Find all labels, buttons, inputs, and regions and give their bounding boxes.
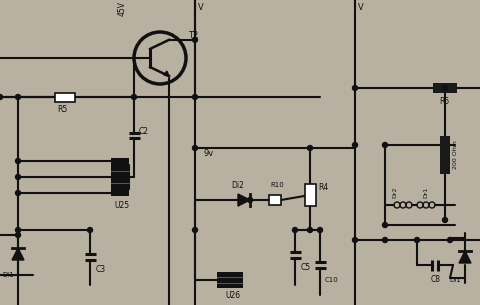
Circle shape — [443, 217, 447, 223]
Circle shape — [15, 159, 21, 163]
Text: Dr2: Dr2 — [392, 186, 397, 198]
Polygon shape — [238, 194, 250, 206]
Circle shape — [15, 191, 21, 196]
Bar — [433, 83, 457, 93]
Circle shape — [383, 142, 387, 148]
Text: V: V — [198, 3, 204, 13]
Circle shape — [192, 145, 197, 150]
Text: U26: U26 — [225, 292, 240, 300]
Polygon shape — [12, 248, 24, 260]
Polygon shape — [459, 251, 471, 263]
Text: R10: R10 — [270, 182, 284, 188]
Circle shape — [15, 174, 21, 180]
Bar — [304, 184, 315, 206]
Text: R4: R4 — [318, 182, 328, 192]
Circle shape — [15, 232, 21, 238]
Circle shape — [383, 223, 387, 228]
Circle shape — [415, 238, 420, 242]
Text: Di1: Di1 — [449, 277, 461, 283]
Text: 9v: 9v — [203, 149, 213, 157]
Circle shape — [15, 95, 21, 99]
Circle shape — [192, 228, 197, 232]
Text: C3: C3 — [96, 264, 106, 274]
Bar — [269, 195, 281, 205]
Text: V: V — [358, 3, 364, 13]
Text: T2: T2 — [188, 31, 198, 41]
Circle shape — [383, 238, 387, 242]
Text: C2: C2 — [139, 127, 149, 137]
Circle shape — [317, 228, 323, 232]
Text: Di1: Di1 — [2, 272, 14, 278]
Circle shape — [292, 228, 298, 232]
Bar — [55, 92, 75, 102]
Bar — [440, 136, 450, 174]
Circle shape — [352, 85, 358, 91]
Text: C8: C8 — [431, 275, 441, 285]
Text: U25: U25 — [114, 200, 129, 210]
Text: C5: C5 — [301, 263, 311, 271]
Polygon shape — [164, 71, 169, 76]
Circle shape — [352, 238, 358, 242]
Text: 200 Ohm: 200 Ohm — [453, 141, 458, 170]
Circle shape — [192, 37, 197, 42]
Text: C10: C10 — [325, 277, 339, 283]
Bar — [217, 272, 243, 288]
Circle shape — [308, 228, 312, 232]
Text: R5: R5 — [57, 106, 67, 114]
Circle shape — [248, 198, 252, 203]
Circle shape — [132, 95, 136, 99]
Circle shape — [87, 228, 93, 232]
Circle shape — [447, 238, 453, 242]
Text: R5: R5 — [439, 98, 449, 106]
Text: Di2: Di2 — [231, 181, 244, 189]
Bar — [111, 158, 129, 196]
Circle shape — [352, 142, 358, 148]
Circle shape — [15, 228, 21, 232]
Circle shape — [0, 95, 2, 99]
Circle shape — [443, 85, 447, 91]
Circle shape — [308, 145, 312, 150]
Text: 45V: 45V — [118, 1, 127, 16]
Circle shape — [192, 95, 197, 99]
Text: Dr1: Dr1 — [423, 186, 428, 198]
